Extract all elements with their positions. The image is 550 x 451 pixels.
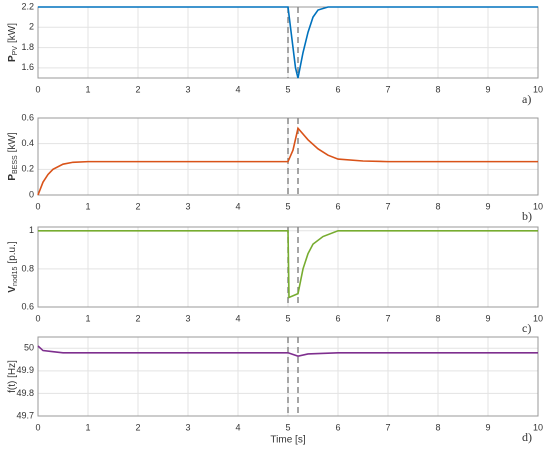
x-tick-label: 8 xyxy=(435,201,440,211)
x-tick-label: 0 xyxy=(35,422,40,432)
y-axis-label-unit: [kW] xyxy=(7,23,18,43)
y-axis-label-main: P xyxy=(7,174,18,181)
y-axis-label-sub: nod15 xyxy=(12,266,19,286)
y-axis-label: PPV [kW] xyxy=(7,23,19,62)
x-tick-label: 3 xyxy=(185,422,190,432)
x-tick-label: 5 xyxy=(285,422,290,432)
x-tick-label: 1 xyxy=(85,422,90,432)
y-tick-label: 49.8 xyxy=(16,388,34,398)
y-tick-label: 49.9 xyxy=(16,365,34,375)
y-tick-label: 1.8 xyxy=(21,42,34,52)
y-tick-label: 1 xyxy=(29,225,34,235)
y-tick-label: 0.2 xyxy=(21,164,34,174)
y-tick-label: 1.6 xyxy=(21,62,34,72)
x-tick-label: 9 xyxy=(485,201,490,211)
panel-label: b) xyxy=(522,209,532,223)
x-tick-label: 9 xyxy=(485,84,490,94)
y-axis-label-main: V xyxy=(7,286,18,293)
x-tick-label: 5 xyxy=(285,201,290,211)
x-tick-label: 3 xyxy=(185,313,190,323)
y-axis-label-main: P xyxy=(7,55,18,62)
x-tick-label: 10 xyxy=(533,313,543,323)
x-tick-label: 9 xyxy=(485,422,490,432)
x-tick-label: 8 xyxy=(435,313,440,323)
y-tick-label: 2.2 xyxy=(21,1,34,11)
x-tick-label: 7 xyxy=(385,422,390,432)
x-tick-label: 1 xyxy=(85,84,90,94)
x-tick-label: 2 xyxy=(135,422,140,432)
x-tick-label: 2 xyxy=(135,84,140,94)
y-axis-label-main: f(t) [Hz] xyxy=(7,360,18,393)
x-tick-label: 3 xyxy=(185,201,190,211)
x-tick-label: 5 xyxy=(285,313,290,323)
x-tick-label: 8 xyxy=(435,422,440,432)
y-tick-label: 0.8 xyxy=(21,263,34,273)
x-tick-label: 2 xyxy=(135,201,140,211)
x-tick-label: 1 xyxy=(85,313,90,323)
x-tick-label: 3 xyxy=(185,84,190,94)
y-tick-label: 49.7 xyxy=(16,410,34,420)
y-tick-label: 2 xyxy=(29,22,34,32)
panel-label: a) xyxy=(522,92,531,106)
x-tick-label: 6 xyxy=(335,201,340,211)
x-tick-label: 7 xyxy=(385,201,390,211)
y-axis-label-sub: PV xyxy=(12,46,19,56)
y-axis-label: PBESS [kW] xyxy=(7,132,19,181)
x-tick-label: 6 xyxy=(335,313,340,323)
data-line xyxy=(37,345,538,358)
x-tick-label: 10 xyxy=(533,422,543,432)
x-tick-label: 0 xyxy=(35,84,40,94)
x-tick-label: 10 xyxy=(533,201,543,211)
y-tick-label: 0 xyxy=(29,189,34,199)
x-tick-label: 4 xyxy=(235,201,240,211)
y-tick-label: 0.4 xyxy=(21,138,34,148)
y-axis-label: f(t) [Hz] xyxy=(7,360,18,393)
y-axis-label-sub: BESS xyxy=(12,155,19,174)
y-axis-label: Vnod15 [p.u.] xyxy=(7,241,19,293)
y-tick-label: 0.6 xyxy=(21,112,34,122)
y-axis-label-unit: [kW] xyxy=(7,132,18,152)
x-tick-label: 4 xyxy=(235,422,240,432)
x-tick-label: 7 xyxy=(385,313,390,323)
x-tick-label: 6 xyxy=(335,84,340,94)
x-tick-label: 0 xyxy=(35,313,40,323)
y-tick-label: 0.6 xyxy=(21,301,34,311)
x-tick-label: 7 xyxy=(385,84,390,94)
x-tick-label: 9 xyxy=(485,313,490,323)
data-line xyxy=(38,6,538,79)
x-tick-label: 0 xyxy=(35,201,40,211)
data-line xyxy=(37,126,538,196)
x-tick-label: 2 xyxy=(135,313,140,323)
x-tick-label: 10 xyxy=(533,84,543,94)
panel-label: c) xyxy=(522,321,531,335)
panel-label: d) xyxy=(522,430,532,444)
x-axis-label: Time [s] xyxy=(270,435,305,446)
data-line xyxy=(38,230,538,299)
y-axis-label-unit: [p.u.] xyxy=(7,241,18,263)
x-tick-label: 5 xyxy=(285,84,290,94)
x-tick-label: 1 xyxy=(85,201,90,211)
x-tick-label: 6 xyxy=(335,422,340,432)
x-tick-label: 8 xyxy=(435,84,440,94)
x-tick-label: 4 xyxy=(235,84,240,94)
x-tick-label: 4 xyxy=(235,313,240,323)
y-tick-label: 50 xyxy=(24,343,34,353)
